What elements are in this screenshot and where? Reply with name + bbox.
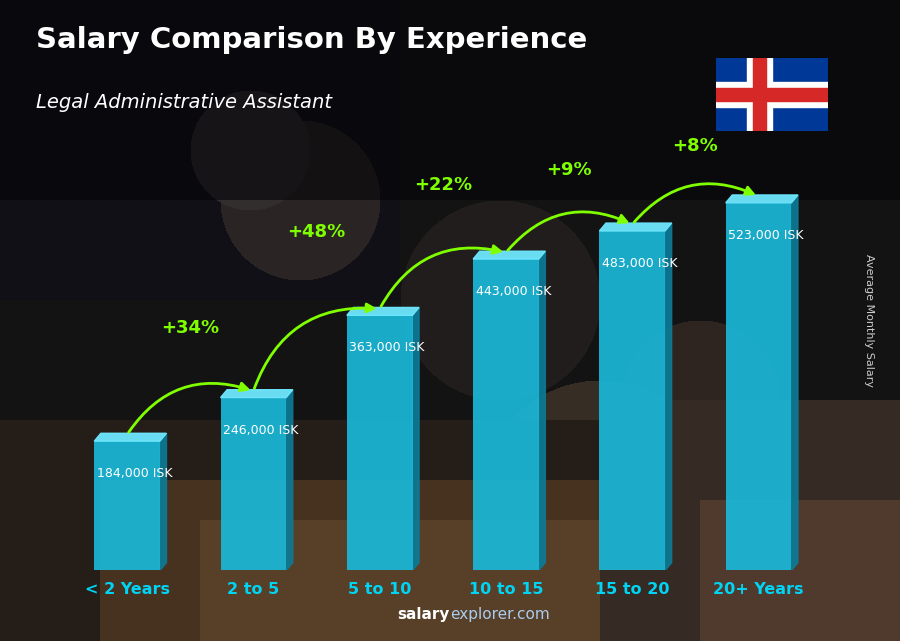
Polygon shape (286, 390, 292, 570)
Bar (220, 397, 286, 570)
Polygon shape (539, 251, 545, 570)
Text: 443,000 ISK: 443,000 ISK (475, 285, 551, 298)
Bar (346, 315, 412, 570)
Bar (94, 441, 160, 570)
Text: 523,000 ISK: 523,000 ISK (728, 229, 804, 242)
Bar (473, 259, 539, 570)
Text: Salary Comparison By Experience: Salary Comparison By Experience (36, 26, 587, 54)
Text: +22%: +22% (414, 176, 472, 194)
Text: salary: salary (398, 607, 450, 622)
Polygon shape (412, 308, 419, 570)
Bar (753, 58, 766, 131)
Polygon shape (473, 251, 545, 259)
Polygon shape (220, 390, 292, 397)
Polygon shape (599, 223, 671, 231)
Polygon shape (665, 223, 671, 570)
Polygon shape (346, 308, 419, 315)
Bar (716, 88, 828, 101)
Text: +48%: +48% (287, 223, 346, 241)
Bar (599, 231, 665, 570)
Bar (716, 82, 828, 107)
Text: +9%: +9% (546, 161, 592, 179)
Bar (725, 203, 791, 570)
Text: +34%: +34% (161, 319, 220, 337)
Polygon shape (791, 195, 798, 570)
Text: 184,000 ISK: 184,000 ISK (97, 467, 172, 480)
Polygon shape (725, 195, 798, 203)
Text: explorer.com: explorer.com (450, 607, 550, 622)
Text: 363,000 ISK: 363,000 ISK (349, 342, 425, 354)
Text: +8%: +8% (672, 137, 718, 155)
Text: 246,000 ISK: 246,000 ISK (223, 424, 299, 437)
Text: 483,000 ISK: 483,000 ISK (602, 257, 678, 270)
Text: Average Monthly Salary: Average Monthly Salary (863, 254, 874, 387)
Text: Legal Administrative Assistant: Legal Administrative Assistant (36, 93, 332, 112)
Polygon shape (94, 433, 166, 441)
Bar (747, 58, 772, 131)
Polygon shape (160, 433, 166, 570)
